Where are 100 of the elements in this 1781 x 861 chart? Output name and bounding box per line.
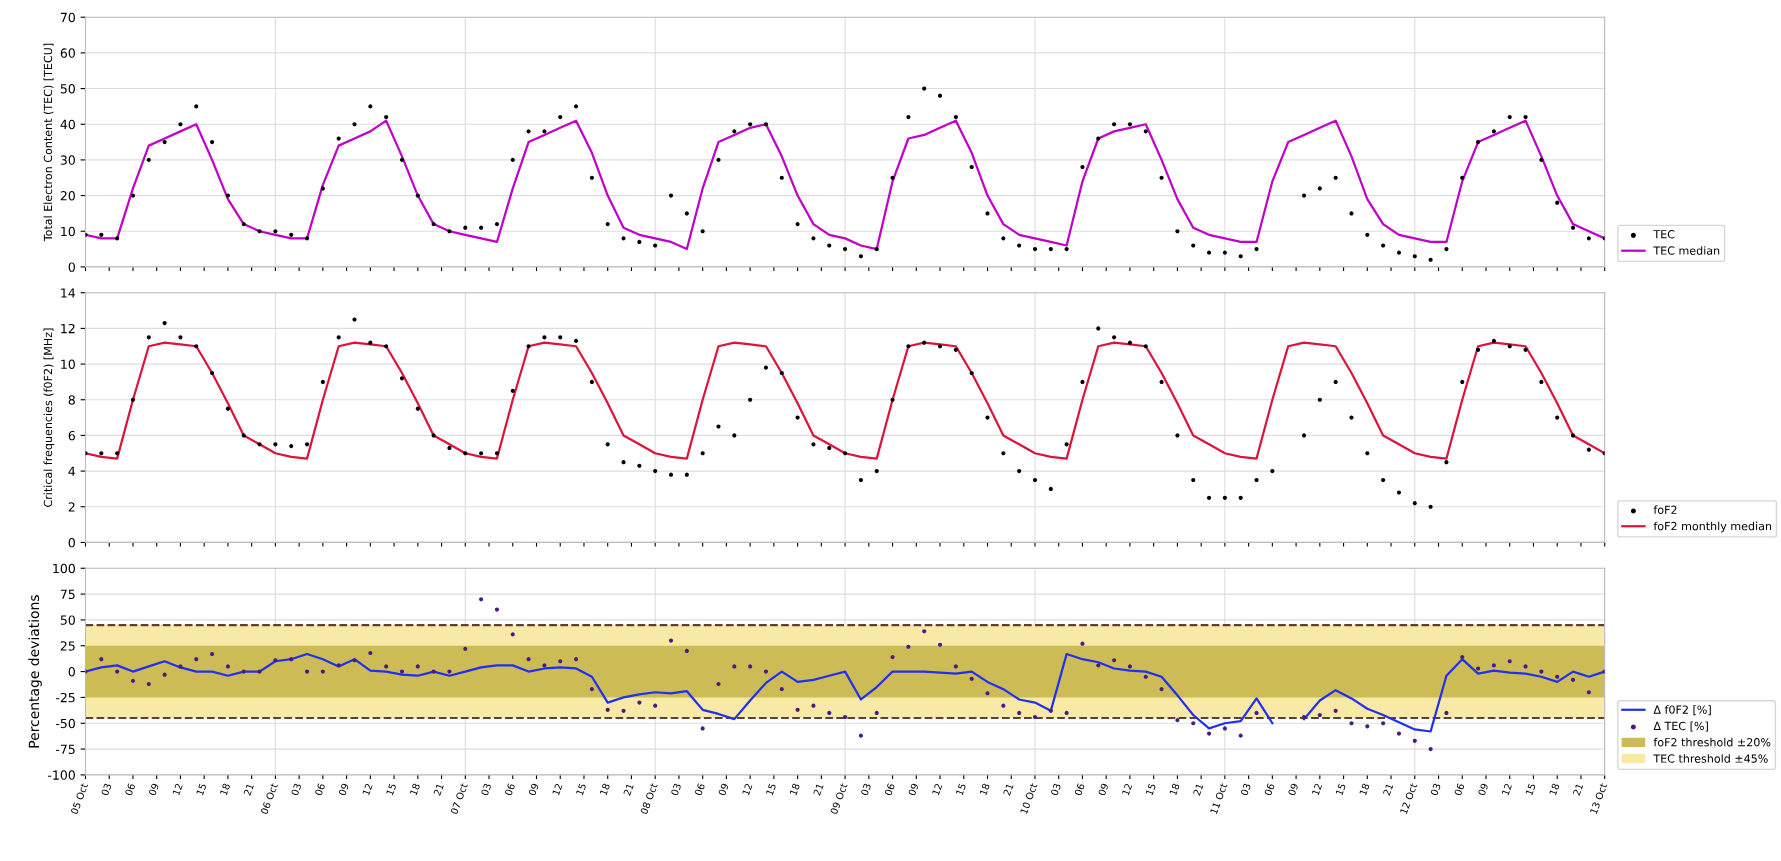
y-tick-label: -100 xyxy=(48,770,75,780)
y-tick-label: 14 xyxy=(61,288,76,298)
x-tick-label: 18 xyxy=(219,783,231,796)
x-tick-label: 06 xyxy=(1074,782,1085,796)
legend-label: foF2 monthly median xyxy=(1653,521,1772,533)
x-tick-label: 09 xyxy=(338,783,350,796)
legend-label: Δ TEC [%] xyxy=(1653,721,1708,732)
legend-label: TEC xyxy=(1653,230,1675,239)
x-tick-label: 06 xyxy=(314,782,326,796)
x-tick-label: 09 xyxy=(908,783,919,796)
x-tick-label: 21 xyxy=(623,783,634,796)
x-tick-label: 09 Oct xyxy=(830,782,848,815)
x-tick-label: 06 xyxy=(694,782,706,796)
x-tick-label: 08 Oct xyxy=(640,782,658,815)
y-tick-label: 6 xyxy=(68,430,75,441)
x-tick-label: 18 xyxy=(1549,783,1560,796)
x-tick-label: 21 xyxy=(1192,783,1204,796)
y-tick-label: 20 xyxy=(60,191,75,201)
x-tick-label: 21 xyxy=(1572,783,1584,796)
legend-label: foF2 threshold ±20% xyxy=(1653,737,1771,747)
x-tick-label: 09 xyxy=(1097,783,1109,796)
x-tick-label: 12 xyxy=(172,783,183,796)
x-tick-label: 06 xyxy=(504,782,516,796)
x-tick-label: 03 xyxy=(1430,783,1441,796)
x-tick-label: 06 xyxy=(1453,782,1465,796)
x-tick-label: 15 xyxy=(196,783,207,796)
x-tick-label: 15 xyxy=(1335,783,1346,796)
y-axis-title: Percentage deviations xyxy=(28,595,42,748)
x-tick-label: 09 xyxy=(1287,783,1299,796)
x-tick-label: 03 xyxy=(1240,783,1251,796)
x-tick-label: 12 xyxy=(1311,783,1323,796)
x-tick-label: 18 xyxy=(599,783,611,796)
x-tick-label: 12 xyxy=(742,783,753,796)
legend-label: TEC threshold ±45% xyxy=(1653,754,1768,763)
x-tick-label: 18 xyxy=(409,783,421,796)
x-tick-label: 09 xyxy=(528,783,539,796)
x-tick-label: 21 xyxy=(433,783,444,796)
y-tick-label: 10 xyxy=(61,359,75,370)
y-tick-label: 30 xyxy=(60,155,75,165)
x-tick-label: 15 xyxy=(386,783,397,796)
x-tick-label: 11 Oct xyxy=(1209,782,1228,815)
y-tick-label: 75 xyxy=(60,589,75,600)
y-tick-label: 25 xyxy=(60,641,75,651)
x-tick-label: 03 xyxy=(480,783,492,796)
y-tick-label: 50 xyxy=(60,615,75,625)
legend-label: foF2 xyxy=(1653,505,1677,514)
x-tick-label: 09 xyxy=(1477,783,1489,796)
x-tick-label: 09 xyxy=(148,783,160,796)
x-tick-label: 18 xyxy=(789,783,801,796)
x-tick-label: 03 xyxy=(290,783,302,796)
x-tick-label: 12 Oct xyxy=(1399,782,1418,815)
legend-label: Δ f0F2 [%] xyxy=(1653,705,1711,716)
x-tick-label: 15 xyxy=(1525,783,1536,796)
y-tick-label: 60 xyxy=(60,48,75,58)
x-tick-label: 12 xyxy=(362,783,373,796)
y-axis-title: Total Electron Content (TEC) [TECU] xyxy=(43,43,54,242)
x-tick-label: 06 xyxy=(1264,782,1275,796)
y-tick-label: 100 xyxy=(53,563,75,574)
y-tick-label: 8 xyxy=(68,395,75,405)
y-tick-label: 0 xyxy=(68,667,75,677)
y-axis-title: Critical frequencies (f0F2) [MHz] xyxy=(43,328,55,507)
x-tick-label: 10 Oct xyxy=(1020,782,1038,815)
x-tick-label: 03 xyxy=(670,783,682,796)
x-tick-label: 13 Oct xyxy=(1589,782,1608,815)
x-tick-label: 18 xyxy=(1359,783,1370,796)
y-tick-label: 10 xyxy=(61,226,75,237)
x-tick-label: 03 xyxy=(100,783,112,796)
x-tick-label: 06 Oct xyxy=(260,782,278,815)
y-tick-label: 50 xyxy=(60,84,75,94)
x-tick-label: 18 xyxy=(979,783,990,796)
y-tick-label: 2 xyxy=(68,502,75,512)
x-tick-label: 12 xyxy=(552,783,563,796)
y-tick-label: -50 xyxy=(55,718,75,729)
x-tick-label: 06 xyxy=(124,782,136,796)
x-tick-label: 12 xyxy=(1121,783,1133,796)
y-tick-label: 40 xyxy=(60,119,75,130)
x-tick-label: 03 xyxy=(1050,783,1062,796)
x-tick-label: 03 xyxy=(860,783,872,796)
x-tick-label: 15 xyxy=(1145,783,1157,796)
x-tick-label: 15 xyxy=(765,783,777,796)
x-tick-label: 05 Oct xyxy=(70,782,89,815)
x-tick-label: 12 xyxy=(1501,783,1512,796)
y-tick-label: -75 xyxy=(55,744,75,754)
x-tick-label: 21 xyxy=(243,783,254,796)
x-tick-label: 21 xyxy=(1003,783,1014,796)
y-tick-label: 12 xyxy=(61,323,75,334)
x-tick-label: 12 xyxy=(931,783,943,796)
y-tick-label: 0 xyxy=(68,262,75,272)
x-tick-label: 15 xyxy=(575,783,587,796)
y-tick-label: 70 xyxy=(60,12,75,23)
x-tick-label: 09 xyxy=(718,783,729,796)
x-tick-label: 06 xyxy=(884,782,895,796)
legend-label: TEC median xyxy=(1653,246,1720,255)
x-tick-label: 15 xyxy=(955,783,967,796)
y-tick-label: 0 xyxy=(68,537,75,548)
x-tick-label: 07 Oct xyxy=(450,782,468,815)
y-tick-label: -25 xyxy=(55,692,75,703)
y-tick-label: 4 xyxy=(68,466,76,476)
x-tick-label: 18 xyxy=(1169,783,1180,796)
x-tick-label: 21 xyxy=(1382,783,1394,796)
